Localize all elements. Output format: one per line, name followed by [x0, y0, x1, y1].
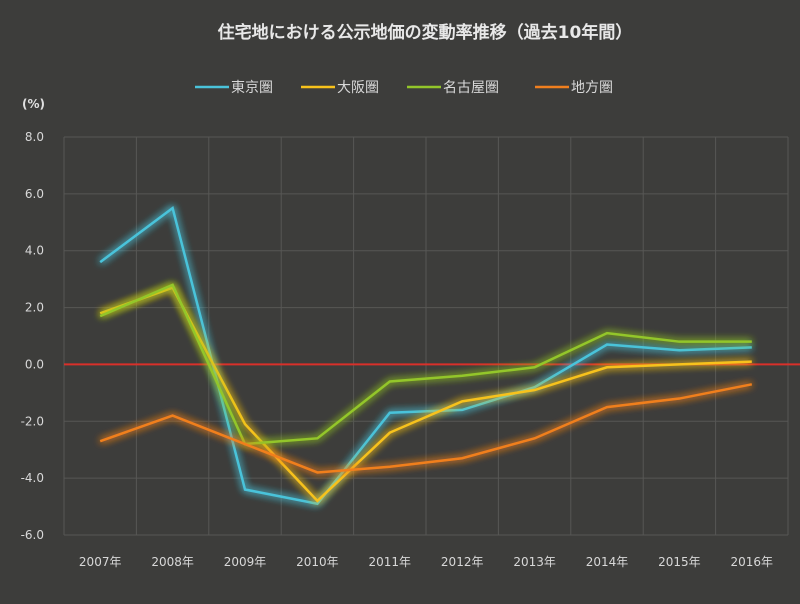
y-axis-label: (%) — [22, 97, 45, 111]
x-tick-label: 2015年 — [658, 555, 701, 569]
x-tick-label: 2013年 — [513, 555, 556, 569]
y-tick-label: -6.0 — [21, 528, 44, 542]
x-tick-label: 2007年 — [79, 555, 122, 569]
legend-label: 名古屋圏 — [443, 80, 499, 96]
y-tick-label: -4.0 — [21, 471, 44, 485]
y-tick-label: 8.0 — [25, 130, 44, 144]
y-tick-label: 2.0 — [25, 301, 44, 315]
x-tick-label: 2010年 — [296, 555, 339, 569]
x-tick-label: 2012年 — [441, 555, 484, 569]
x-tick-label: 2016年 — [731, 555, 774, 569]
grid — [64, 137, 788, 535]
chart-title: 住宅地における公示地価の変動率推移（過去10年間） — [218, 22, 633, 43]
x-tick-label: 2011年 — [369, 555, 412, 569]
x-tick-label: 2014年 — [586, 555, 629, 569]
legend: 東京圏 大阪圏 名古屋圏 地方圏 — [195, 80, 613, 96]
y-tick-label: 4.0 — [25, 244, 44, 258]
y-tick-label: -2.0 — [21, 414, 44, 428]
y-tick-label: 6.0 — [25, 187, 44, 201]
legend-label: 地方圏 — [571, 80, 613, 96]
x-tick-label: 2008年 — [151, 555, 194, 569]
y-axis-ticks: 8.0 6.0 4.0 2.0 0.0 -2.0 -4.0 -6.0 — [21, 130, 44, 542]
legend-label: 大阪圏 — [337, 80, 379, 96]
y-tick-label: 0.0 — [25, 357, 44, 371]
x-axis-ticks: 2007年 2008年 2009年 2010年 2011年 2012年 2013年 2014年… — [79, 555, 773, 569]
legend-label: 東京圏 — [231, 80, 273, 96]
x-tick-label: 2009年 — [224, 555, 267, 569]
